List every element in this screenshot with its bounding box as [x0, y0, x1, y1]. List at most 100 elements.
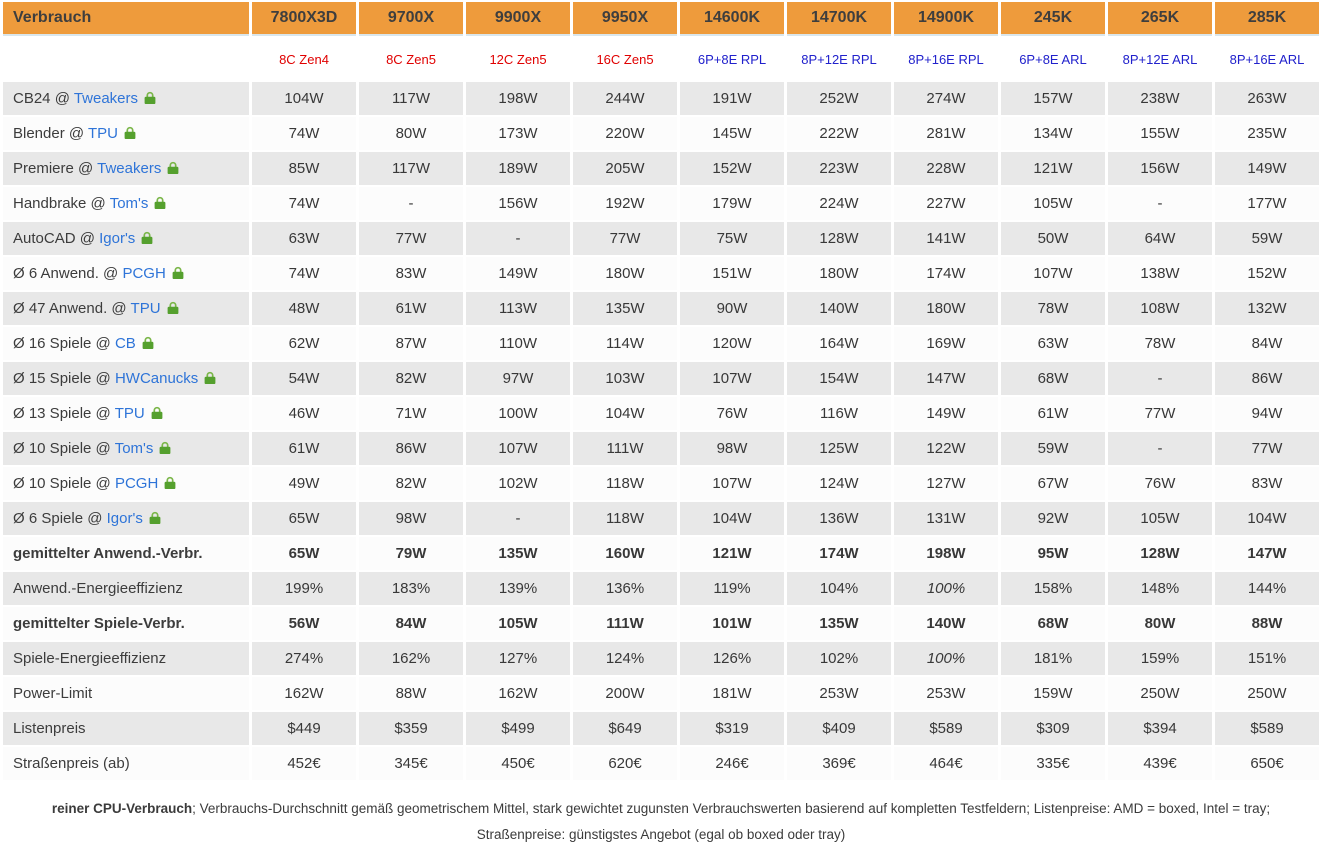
value-cell: 158% [1001, 572, 1105, 605]
value-cell: 61W [359, 292, 463, 325]
subtitle-row: 8C Zen4 8C Zen5 12C Zen5 16C Zen5 6P+8E RPL 8… [3, 38, 1319, 80]
value-cell: 180W [573, 257, 677, 290]
value-cell: 117W [359, 152, 463, 185]
value-cell: 61W [1001, 397, 1105, 430]
column-header-14600K: 14600K [680, 2, 784, 36]
value-cell: 78W [1001, 292, 1105, 325]
value-cell: 136% [573, 572, 677, 605]
value-cell: 140W [894, 607, 998, 640]
source-link[interactable]: Tom's [109, 195, 149, 212]
value-cell: 104W [573, 397, 677, 430]
source-link[interactable]: HWCanucks [114, 370, 199, 387]
source-link[interactable]: Tom's [114, 440, 154, 457]
value-cell: 124W [787, 467, 891, 500]
source-link[interactable]: TPU [130, 300, 161, 317]
source-link[interactable]: TPU [88, 125, 118, 142]
table-row: Ø 16 Spiele @ CB 62W 87W 110W 114W 120W 164W 16… [3, 327, 1319, 360]
value-cell: $589 [894, 712, 998, 745]
value-cell: 77W [1215, 432, 1319, 465]
source-link[interactable]: PCGH [114, 475, 159, 492]
table-row: Ø 47 Anwend. @ TPU 48W 61W 113W 135W 90W 140W 1… [3, 292, 1319, 325]
value-cell: 59W [1215, 222, 1319, 255]
lock-icon [164, 476, 176, 489]
value-cell: 180W [894, 292, 998, 325]
value-cell: 61W [252, 432, 356, 465]
value-cell: 59W [1001, 432, 1105, 465]
source-link[interactable]: Igor's [99, 230, 136, 247]
value-cell: 159W [1001, 677, 1105, 710]
value-cell: 102W [466, 467, 570, 500]
footnote: reiner CPU-Verbrauch; Verbrauchs-Durchsc… [0, 782, 1322, 848]
row-label: Ø 6 Anwend. @ PCGH [3, 257, 249, 290]
value-cell: 104W [252, 82, 356, 115]
value-cell: 82W [359, 362, 463, 395]
value-cell: 281W [894, 117, 998, 150]
value-cell: 650€ [1215, 747, 1319, 780]
row-label: Ø 10 Spiele @ PCGH [3, 467, 249, 500]
value-cell: 252W [787, 82, 891, 115]
header-row: Verbrauch 7800X3D 9700X 9900X 9950X 14600K 14… [3, 2, 1319, 36]
value-cell: 148% [1108, 572, 1212, 605]
value-cell: 149W [1215, 152, 1319, 185]
value-cell: 263W [1215, 82, 1319, 115]
value-cell: 228W [894, 152, 998, 185]
value-cell: 138W [1108, 257, 1212, 290]
value-cell: - [466, 502, 570, 535]
table-row: Ø 15 Spiele @ HWCanucks 54W 82W 97W 103W 107W… [3, 362, 1319, 395]
value-cell: 183% [359, 572, 463, 605]
value-cell: 80W [1108, 607, 1212, 640]
source-link[interactable]: Igor's [106, 510, 143, 527]
row-label: Premiere @ Tweakers [3, 152, 249, 185]
value-cell: 345€ [359, 747, 463, 780]
row-label: Ø 16 Spiele @ CB [3, 327, 249, 360]
value-cell: 274W [894, 82, 998, 115]
value-cell: 135W [573, 292, 677, 325]
row-label-text: Ø 10 Spiele @ [13, 440, 115, 457]
table-row: Handbrake @ Tom's 74W -156W 192W 179W 224W 227… [3, 187, 1319, 220]
row-label: Handbrake @ Tom's [3, 187, 249, 220]
row-label: Power-Limit [3, 677, 249, 710]
value-cell: 104% [787, 572, 891, 605]
value-cell: 88W [359, 677, 463, 710]
value-cell: $319 [680, 712, 784, 745]
source-link[interactable]: CB [114, 335, 136, 352]
value-cell: 83W [359, 257, 463, 290]
value-cell: 107W [1001, 257, 1105, 290]
value-cell: 80W [359, 117, 463, 150]
source-link[interactable]: PCGH [122, 265, 166, 282]
value-cell: 155W [1108, 117, 1212, 150]
column-subtitle-265K: 8P+12E ARL [1108, 38, 1212, 80]
value-cell: 77W [573, 222, 677, 255]
value-cell: 235W [1215, 117, 1319, 150]
value-cell: 135W [466, 537, 570, 570]
value-cell: 223W [787, 152, 891, 185]
value-cell: 199% [252, 572, 356, 605]
value-cell: 107W [680, 467, 784, 500]
value-cell: 173W [466, 117, 570, 150]
value-cell: 103W [573, 362, 677, 395]
value-cell: 83W [1215, 467, 1319, 500]
value-cell: $359 [359, 712, 463, 745]
table-row: Straßenpreis (ab) 452€ 345€ 450€ 620€ 246€ 369… [3, 747, 1319, 780]
row-label: Ø 10 Spiele @ Tom's [3, 432, 249, 465]
value-cell: 75W [680, 222, 784, 255]
value-cell: 253W [787, 677, 891, 710]
value-cell: 439€ [1108, 747, 1212, 780]
column-subtitle-9700X: 8C Zen5 [359, 38, 463, 80]
column-header-9900X: 9900X [466, 2, 570, 36]
column-header-265K: 265K [1108, 2, 1212, 36]
column-subtitle-9950X: 16C Zen5 [573, 38, 677, 80]
source-link[interactable]: TPU [114, 405, 145, 422]
value-cell: 191W [680, 82, 784, 115]
row-label: gemittelter Anwend.-Verbr. [3, 537, 249, 570]
value-cell: 126% [680, 642, 784, 675]
column-header-14700K: 14700K [787, 2, 891, 36]
row-label-text: Ø 16 Spiele @ [13, 335, 115, 352]
value-cell: 92W [1001, 502, 1105, 535]
value-cell: 105W [1001, 187, 1105, 220]
value-cell: 74W [252, 187, 356, 220]
lock-icon [124, 126, 136, 139]
source-link[interactable]: Tweakers [73, 90, 139, 107]
source-link[interactable]: Tweakers [97, 160, 162, 177]
lock-icon [167, 301, 178, 314]
